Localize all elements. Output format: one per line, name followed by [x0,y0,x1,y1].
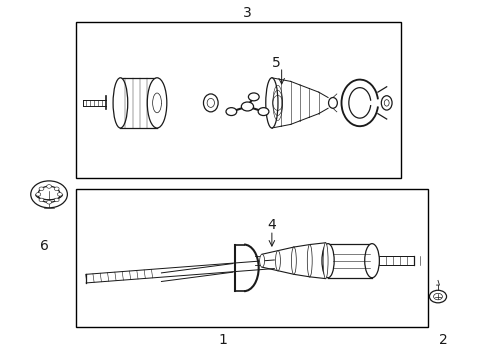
Ellipse shape [275,251,280,271]
Ellipse shape [322,244,334,278]
Ellipse shape [434,293,442,300]
Text: 4: 4 [268,218,276,232]
Circle shape [54,198,59,202]
Circle shape [36,193,41,196]
Ellipse shape [266,78,278,128]
Circle shape [39,198,44,202]
Ellipse shape [153,93,161,113]
Ellipse shape [323,243,328,279]
Circle shape [57,193,62,196]
Ellipse shape [381,96,392,110]
Circle shape [54,187,59,190]
Ellipse shape [307,244,312,277]
Text: 6: 6 [40,239,49,253]
Ellipse shape [203,94,218,112]
Ellipse shape [113,78,128,128]
Circle shape [47,185,51,188]
Ellipse shape [329,98,337,108]
Ellipse shape [258,108,269,116]
Ellipse shape [429,290,446,303]
Ellipse shape [384,100,389,106]
Text: 2: 2 [439,333,447,347]
Ellipse shape [242,102,253,111]
Bar [121,78,157,128]
Bar [76,189,428,327]
Text: 1: 1 [219,333,227,347]
Ellipse shape [292,247,296,274]
Text: 5: 5 [272,57,281,71]
Circle shape [47,201,51,204]
Ellipse shape [207,98,215,107]
Bar [328,244,372,278]
Ellipse shape [147,78,167,128]
Text: 3: 3 [243,6,252,20]
Ellipse shape [248,93,259,101]
Ellipse shape [226,108,237,116]
Ellipse shape [260,254,265,267]
Bar [76,22,401,178]
Circle shape [39,187,44,190]
Ellipse shape [365,244,379,278]
